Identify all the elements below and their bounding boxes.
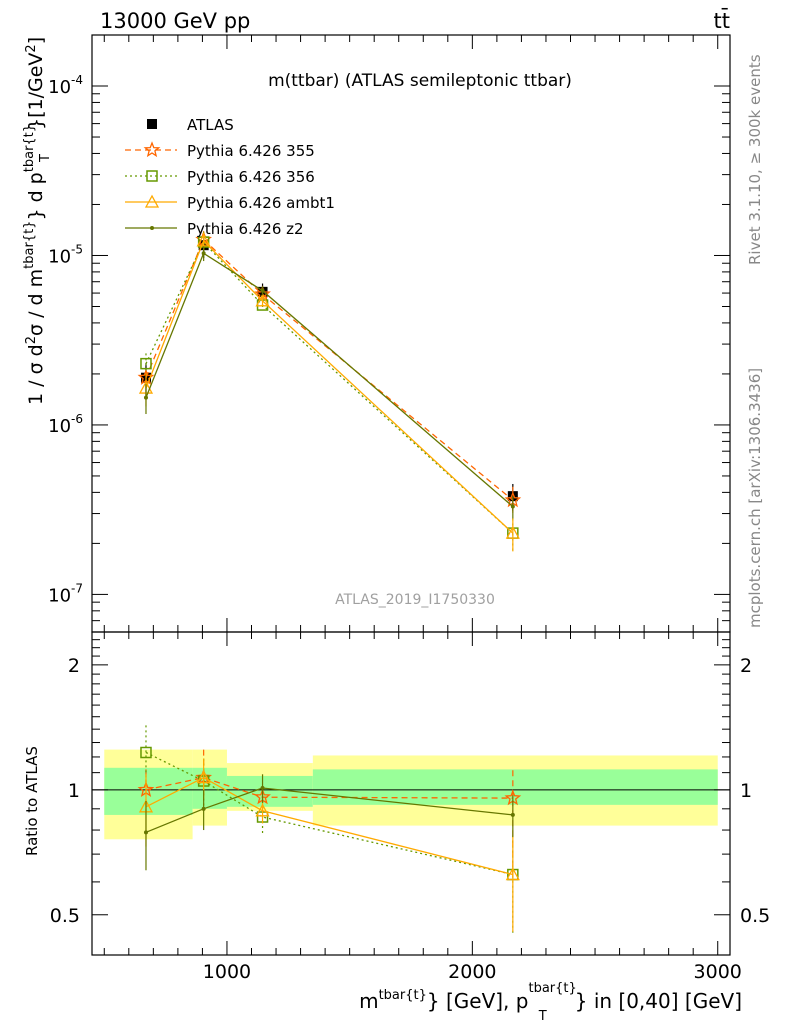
x-axis-label: mtbar{t}} [GeV], ptbar{t} T} in [0,40] [G… (359, 981, 742, 1024)
main-line-2 (145, 240, 514, 534)
ratio-bands (104, 749, 718, 840)
main-series-2 (140, 231, 519, 552)
main-point-3-2 (255, 293, 270, 307)
main-line-3 (145, 239, 514, 534)
ratio-y-axis-label: Ratio to ATLAS (23, 746, 41, 856)
legend-marker-2 (146, 170, 158, 182)
axis-ticks: 1000 2000 3000 10-7 10-6 10-5 10-4 0.5 0.5 1 1 2 2 (48, 34, 770, 983)
ratio-y-tick-label-left-1: 1 (68, 780, 80, 802)
main-y-tick-label-3: 10-4 (48, 73, 83, 98)
legend-entry-2: Pythia 6.426 356 (125, 168, 315, 186)
main-point-4-1 (201, 251, 206, 256)
series-layer (137, 230, 522, 936)
legend-marker-3 (144, 194, 160, 208)
main-series-4 (143, 246, 515, 519)
legend-label-0: ATLAS (187, 116, 234, 134)
main-point-4-2 (260, 288, 265, 293)
plot-title: m(ttbar) (ATLAS semileptonic ttbar) (268, 71, 572, 91)
ratio-y-tick-label-right-1: 1 (740, 780, 752, 802)
legend-entry-1: Pythia 6.426 355 (125, 141, 315, 160)
legend-marker-0 (147, 119, 157, 129)
legend-label-1: Pythia 6.426 355 (187, 142, 315, 160)
ratio-point-1-0 (140, 746, 152, 759)
ratio-point-3-1 (201, 806, 206, 811)
ratio-y-tick-label-right-2: 2 (740, 655, 752, 677)
ratio-line-1 (145, 751, 513, 876)
ratio-point-3-3 (510, 812, 515, 817)
main-line-4 (145, 252, 514, 507)
header-left: 13000 GeV pp (100, 9, 250, 33)
ratio-y-tick-label-left-2: 2 (68, 655, 80, 677)
main-series-3 (138, 232, 520, 552)
legend-label-2: Pythia 6.426 356 (187, 168, 315, 186)
legend-entry-3: Pythia 6.426 ambt1 (125, 194, 335, 212)
ratio-frame (91, 631, 731, 956)
plot-frames (91, 34, 731, 956)
main-point-3-1 (196, 233, 211, 247)
legend-entry-4: Pythia 6.426 z2 (125, 220, 304, 238)
main-point-3-3 (505, 525, 520, 539)
legend-marker-4 (150, 226, 154, 230)
ratio-point-2-2 (255, 803, 270, 817)
ratio-y-tick-label-left-0: 0.5 (50, 905, 80, 927)
main-y-tick-label-2: 10-5 (48, 242, 83, 267)
main-y-tick-label-1: 10-6 (48, 412, 83, 437)
ratio-line-3 (145, 787, 513, 833)
analysis-watermark: ATLAS_2019_I1750330 (335, 592, 495, 608)
main-line-1 (145, 238, 514, 501)
legend: ATLAS Pythia 6.426 355 Pythia 6.426 356 Pyt… (125, 116, 335, 238)
main-point-4-3 (510, 504, 515, 509)
main-y-tick-label-0: 10-7 (48, 581, 83, 606)
ratio-point-2-1 (196, 770, 211, 784)
legend-label-4: Pythia 6.426 z2 (187, 220, 304, 238)
legend-label-3: Pythia 6.426 ambt1 (187, 194, 335, 212)
legend-entry-0: ATLAS (147, 116, 234, 134)
x-tick-label-1: 2000 (448, 961, 496, 983)
ratio-point-3-0 (143, 830, 148, 835)
rivet-label: Rivet 3.1.10, ≥ 300k events (746, 54, 764, 265)
ratio-point-2-3 (505, 867, 520, 881)
main-point-4-0 (143, 395, 148, 400)
ratio-line-2 (145, 776, 513, 876)
legend-marker-1 (143, 141, 161, 158)
main-point-2-0 (140, 357, 152, 370)
main-series-1 (137, 230, 522, 517)
ratio-y-tick-label-right-0: 0.5 (740, 905, 770, 927)
main-series-0 (140, 234, 518, 511)
x-tick-label-2: 3000 (694, 961, 742, 983)
mcplots-label: mcplots.cern.ch [arXiv:1306.3436] (746, 368, 764, 628)
header-right: tt̄ (714, 8, 730, 33)
main-point-0-3 (507, 491, 518, 502)
ratio-series-3 (143, 774, 515, 871)
x-tick-label-0: 1000 (203, 961, 251, 983)
ratio-point-3-2 (260, 786, 265, 791)
